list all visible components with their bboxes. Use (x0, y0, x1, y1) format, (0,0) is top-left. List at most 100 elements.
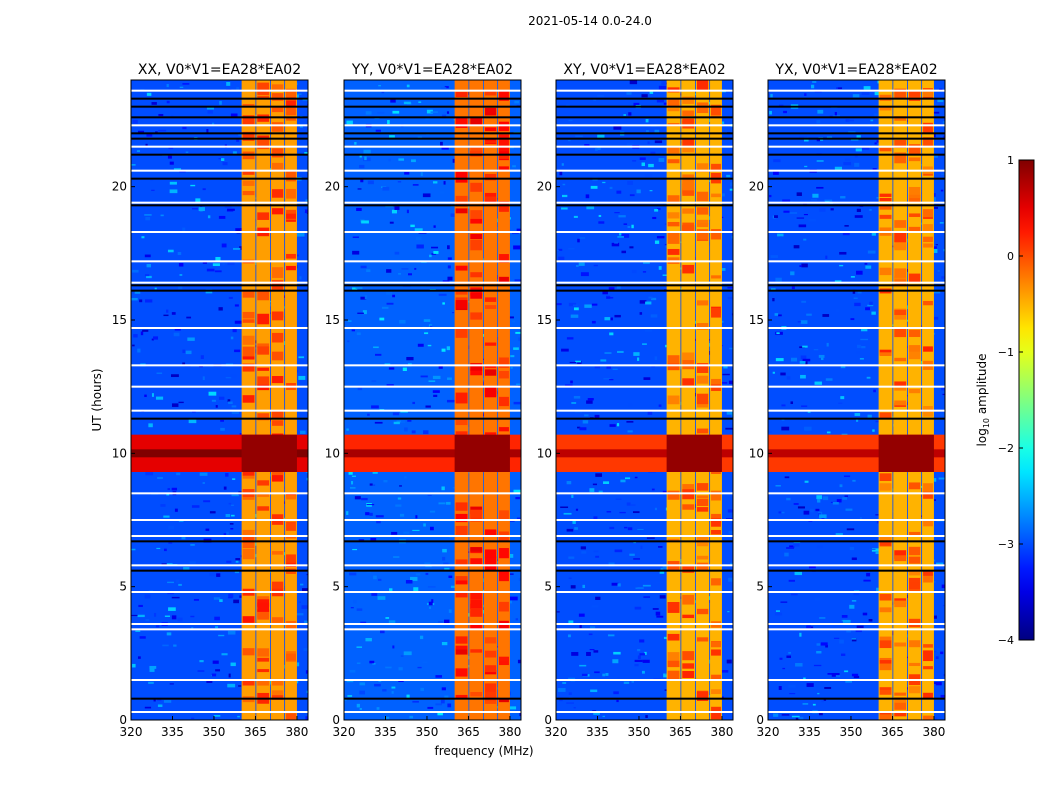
x-tick-label: 365 (244, 725, 267, 739)
heatmap-cell (408, 273, 412, 276)
heatmap-cell (573, 215, 578, 218)
heatmap-cell (213, 597, 221, 600)
heatmap-cell (160, 214, 164, 217)
x-tick-label: 320 (333, 725, 356, 739)
heatmap-cell (388, 158, 391, 162)
heatmap-cell (195, 198, 201, 203)
rfi-cell (696, 375, 709, 384)
heatmap-cell (570, 380, 573, 384)
rfi-cell (470, 218, 483, 224)
rfi-cell (879, 412, 892, 420)
heatmap-cell (444, 567, 450, 570)
heatmap-cell (365, 111, 372, 115)
heatmap-cell (841, 615, 848, 618)
heatmap-cell (389, 588, 393, 592)
flagged-row-black (131, 284, 308, 287)
heatmap-cell (593, 650, 599, 653)
heatmap-cell (556, 611, 560, 613)
heatmap-cell (299, 532, 307, 535)
heatmap-cell (793, 503, 799, 505)
heatmap-cell (816, 643, 821, 646)
heatmap-cell (844, 225, 849, 227)
flagged-row-black (556, 153, 733, 156)
heatmap-cell (580, 272, 589, 277)
heatmap-cell (176, 472, 181, 476)
heatmap-cell (171, 403, 179, 407)
heatmap-cell (637, 648, 641, 652)
panel-frame (555, 79, 734, 721)
heatmap-cell (433, 251, 439, 254)
heatmap-cell (222, 162, 228, 166)
heatmap-cell (658, 546, 663, 548)
heatmap-cell (215, 405, 218, 408)
flagged-row-white (556, 260, 733, 263)
heatmap-cell (450, 213, 456, 217)
heatmap-cell (512, 165, 516, 168)
burst-core (556, 449, 733, 458)
heatmap-cell (616, 423, 620, 427)
rfi-cell (682, 378, 695, 386)
heatmap-cell (407, 420, 412, 422)
heatmap-cell (494, 418, 502, 422)
heatmap-cell (509, 554, 514, 558)
rfi-cell (879, 593, 892, 601)
heatmap-cell (360, 621, 367, 625)
heatmap-cell (518, 577, 521, 581)
heatmap-cell (235, 558, 241, 561)
rfi-cell (455, 297, 468, 302)
heatmap-cell (657, 208, 661, 210)
rfi-cell (696, 80, 709, 91)
heatmap-cell (839, 639, 844, 644)
heatmap-cell (664, 673, 668, 675)
heatmap-cell (653, 678, 661, 680)
heatmap-cell (412, 700, 419, 703)
heatmap-cell (131, 548, 136, 551)
heatmap-cell (933, 111, 940, 114)
heatmap-cell (602, 291, 608, 295)
heatmap-cell (835, 675, 841, 677)
heatmap-cell (405, 580, 413, 584)
heatmap-cell (855, 148, 862, 152)
rfi-cell (286, 188, 296, 199)
heatmap-cell (145, 143, 148, 147)
heatmap-cell (352, 236, 360, 238)
heatmap-cell (424, 562, 431, 564)
heatmap-cell (390, 99, 396, 103)
heatmap-cell (603, 378, 611, 380)
rfi-cell (242, 356, 255, 360)
rfi-cell (484, 390, 497, 397)
flagged-row-white (344, 623, 521, 625)
rfi-cell (711, 649, 721, 656)
heatmap-cell (571, 652, 579, 656)
heatmap-cell (867, 250, 876, 254)
rfi-cell (923, 224, 933, 232)
heatmap-cell (833, 114, 840, 117)
rfi-cell (271, 148, 284, 158)
heatmap-cell (356, 703, 360, 708)
heatmap-cell (586, 400, 593, 404)
heatmap-cell (586, 206, 595, 210)
heatmap-cell (146, 134, 153, 137)
heatmap-cell (431, 246, 439, 249)
heatmap-cell (399, 319, 406, 324)
heatmap-cell (517, 470, 520, 474)
heatmap-cell (856, 351, 860, 354)
heatmap-cell (131, 297, 138, 301)
heatmap-cell (428, 601, 433, 606)
heatmap-cell (392, 110, 400, 114)
burst-rfi (241, 434, 297, 472)
heatmap-cell (482, 578, 486, 583)
flagged-row-black (556, 132, 733, 135)
rfi-cell (711, 529, 721, 535)
heatmap-cell (584, 144, 590, 146)
heatmap-cell (350, 480, 354, 485)
flagged-row-black (768, 540, 945, 543)
heatmap-cell (856, 208, 861, 212)
rfi-cell (470, 239, 483, 251)
rfi-cell (499, 601, 509, 612)
heatmap-cell (825, 255, 828, 259)
heatmap-cell (809, 565, 816, 569)
heatmap-cell (389, 135, 395, 138)
heatmap-cell (151, 189, 155, 191)
heatmap-cell (633, 352, 640, 356)
